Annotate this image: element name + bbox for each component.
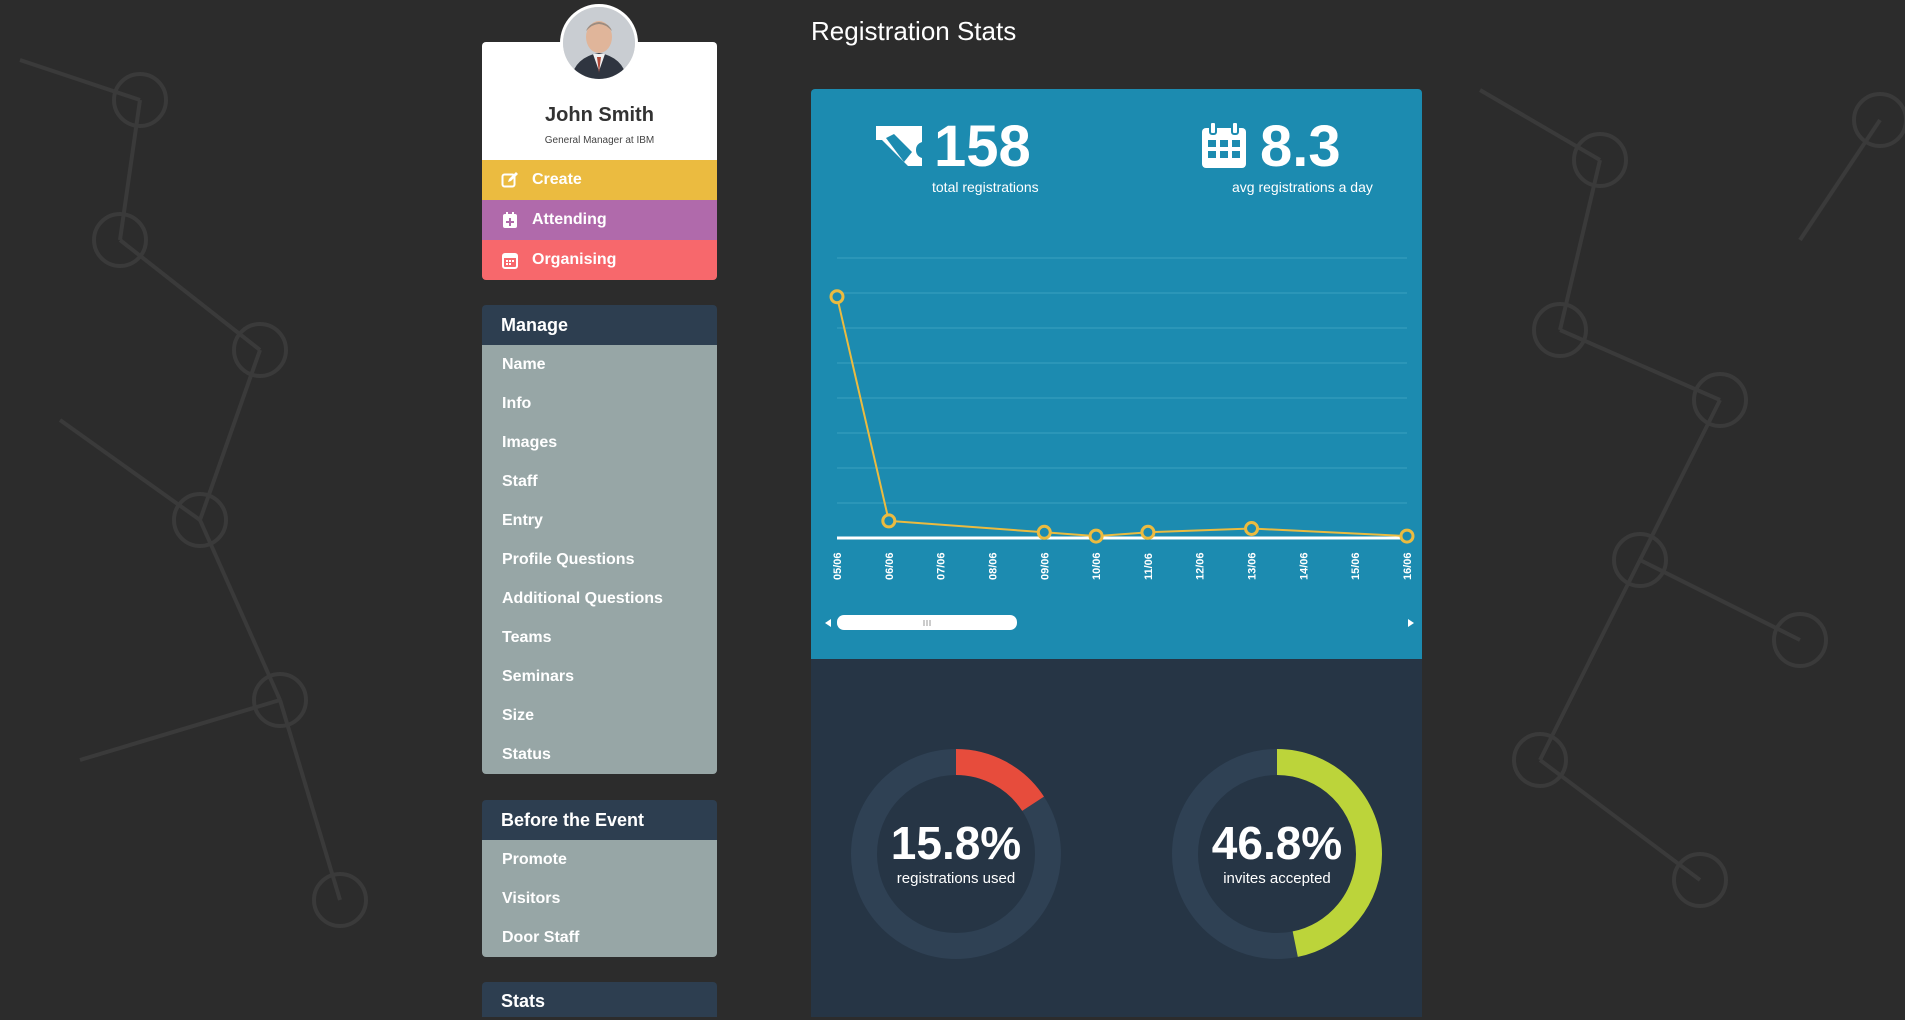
organising-label: Organising [532, 251, 617, 268]
avg-registrations-label: avg registrations a day [1232, 179, 1373, 195]
menu-item-teams[interactable]: Teams [502, 629, 552, 646]
calendar-icon [502, 253, 518, 269]
data-point[interactable] [1244, 521, 1260, 536]
page-title: Registration Stats [811, 16, 1017, 46]
x-tick-label: 16/06 [1402, 552, 1414, 580]
scroll-left-arrow[interactable] [825, 619, 831, 627]
profile-subtitle: General Manager at IBM [544, 135, 655, 146]
total-registrations-label: total registrations [932, 179, 1039, 195]
registrations-line-chart: 05/06 06/06 07/06 08/06 09/06 10/06 11/06 12/06… [825, 257, 1415, 630]
menu-item-name[interactable]: Name [502, 356, 546, 373]
invites-accepted-label: invites accepted [1223, 870, 1331, 887]
profile-name: John Smith [545, 104, 654, 126]
menu-item-door-staff[interactable]: Door Staff [502, 929, 580, 946]
menu-item-info[interactable]: Info [502, 395, 532, 412]
data-point[interactable] [881, 513, 897, 529]
data-point[interactable] [829, 289, 845, 305]
registrations-used-value: 15.8% [890, 817, 1022, 869]
menu-item-staff[interactable]: Staff [502, 473, 538, 490]
total-registrations-value: 158 [934, 114, 1031, 179]
scrollbar-grip-icon [923, 620, 931, 626]
menu-item-promote[interactable]: Promote [502, 851, 567, 868]
data-point[interactable] [1036, 524, 1052, 540]
attending-button[interactable]: Attending [482, 200, 717, 240]
organising-button[interactable]: Organising [482, 240, 717, 280]
create-button[interactable]: Create [482, 160, 717, 200]
x-tick-label: 09/06 [1039, 552, 1051, 580]
invites-accepted-value: 46.8% [1211, 817, 1343, 869]
donut-arc [1172, 749, 1382, 959]
donut-arc [851, 749, 1061, 959]
x-tick-label: 15/06 [1350, 552, 1362, 580]
x-tick-label: 05/06 [832, 552, 844, 580]
menu-item-size[interactable]: Size [502, 707, 535, 724]
menu-item-status[interactable]: Status [502, 746, 551, 763]
data-point[interactable] [1399, 528, 1415, 544]
x-tick-label: 08/06 [987, 552, 999, 580]
before-event-menu: Promote Visitors Door Staff [482, 840, 717, 957]
x-tick-label: 10/06 [1091, 552, 1103, 580]
menu-item-seminars[interactable]: Seminars [502, 668, 575, 685]
menu-item-additional-questions[interactable]: Additional Questions [502, 590, 663, 607]
ticket-icon [876, 126, 922, 166]
create-label: Create [532, 171, 582, 188]
manage-menu-header[interactable]: Manage [482, 305, 717, 345]
scroll-right-arrow[interactable] [1408, 619, 1414, 627]
avatar[interactable] [560, 4, 638, 82]
calendar-icon [1202, 121, 1246, 168]
menu-item-entry[interactable]: Entry [502, 512, 543, 529]
stats-panel [811, 89, 1422, 659]
avg-registrations-value: 8.3 [1260, 114, 1341, 179]
before-event-menu-header[interactable]: Before the Event [482, 800, 717, 840]
x-tick-label: 07/06 [936, 552, 948, 580]
x-tick-label: 12/06 [1195, 552, 1207, 580]
stats-menu-header[interactable]: Stats [482, 982, 717, 1017]
edit-icon [501, 172, 518, 188]
data-point[interactable] [1088, 528, 1104, 544]
manage-menu: Name Info Images Staff Entry Profile Que… [482, 345, 717, 774]
invites-accepted-donut [1172, 749, 1382, 959]
series-line [836, 296, 1408, 538]
x-tick-label: 11/06 [1143, 553, 1155, 580]
x-tick-label: 13/06 [1247, 552, 1259, 580]
calendar-plus-icon [503, 212, 517, 228]
donut-panel [811, 659, 1422, 1017]
menu-item-profile-questions[interactable]: Profile Questions [502, 551, 635, 568]
data-point[interactable] [1140, 524, 1156, 540]
x-tick-label: 06/06 [884, 552, 896, 580]
registrations-used-donut [851, 749, 1061, 959]
avatar-image [563, 7, 635, 79]
registrations-used-label: registrations used [896, 870, 1016, 887]
attending-label: Attending [532, 211, 607, 228]
x-tick-label: 14/06 [1298, 552, 1310, 580]
chart-grid [837, 257, 1407, 504]
menu-item-images[interactable]: Images [502, 434, 558, 451]
menu-item-visitors[interactable]: Visitors [502, 890, 561, 907]
